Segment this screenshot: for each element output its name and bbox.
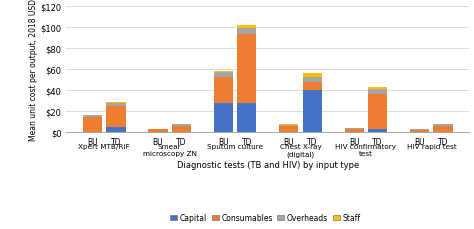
Text: BU: BU bbox=[87, 137, 98, 146]
Bar bbox=[279, 124, 299, 125]
Text: TD: TD bbox=[111, 137, 121, 146]
Bar bbox=[410, 130, 429, 133]
Text: BU: BU bbox=[283, 137, 294, 146]
Text: TD: TD bbox=[373, 137, 383, 146]
Bar bbox=[279, 127, 299, 132]
Bar bbox=[237, 29, 256, 35]
Y-axis label: Mean unit cost per output, 2018 USD: Mean unit cost per output, 2018 USD bbox=[28, 0, 37, 141]
Text: TD: TD bbox=[242, 137, 252, 146]
Bar bbox=[214, 71, 233, 73]
Text: BU: BU bbox=[414, 137, 425, 146]
Bar bbox=[214, 104, 233, 133]
Bar bbox=[172, 125, 191, 126]
Bar bbox=[106, 128, 126, 133]
Bar bbox=[302, 91, 322, 133]
Bar bbox=[368, 95, 387, 129]
Bar bbox=[148, 129, 168, 130]
Bar bbox=[83, 115, 102, 116]
Bar bbox=[148, 130, 168, 133]
Bar bbox=[106, 106, 126, 128]
Bar bbox=[106, 103, 126, 104]
Text: Sputum culture: Sputum culture bbox=[207, 143, 263, 149]
Text: Xpert MTB/RIF: Xpert MTB/RIF bbox=[78, 143, 130, 149]
Bar bbox=[214, 77, 233, 104]
Bar bbox=[83, 132, 102, 133]
Bar bbox=[302, 82, 322, 91]
Bar bbox=[237, 104, 256, 133]
Bar bbox=[279, 132, 299, 133]
Bar bbox=[237, 35, 256, 104]
Bar bbox=[433, 125, 453, 126]
Bar bbox=[433, 124, 453, 125]
Bar bbox=[172, 126, 191, 132]
Text: TD: TD bbox=[176, 137, 187, 146]
Text: TD: TD bbox=[438, 137, 448, 146]
Bar bbox=[172, 132, 191, 133]
Bar bbox=[214, 73, 233, 77]
Text: Diagnostic tests (TB and HIV) by input type: Diagnostic tests (TB and HIV) by input t… bbox=[177, 160, 359, 169]
Legend: Capital, Consumables, Overheads, Staff: Capital, Consumables, Overheads, Staff bbox=[167, 210, 364, 225]
Text: BU: BU bbox=[218, 137, 228, 146]
Bar bbox=[83, 117, 102, 132]
Text: Chest X-ray
(digital): Chest X-ray (digital) bbox=[280, 143, 321, 157]
Text: HIV confirmatory
test: HIV confirmatory test bbox=[336, 143, 396, 157]
Text: BU: BU bbox=[153, 137, 163, 146]
Text: TD: TD bbox=[307, 137, 318, 146]
Bar bbox=[172, 124, 191, 125]
Bar bbox=[345, 129, 364, 133]
Bar bbox=[368, 129, 387, 133]
Text: BU: BU bbox=[349, 137, 360, 146]
Bar bbox=[83, 116, 102, 117]
Bar bbox=[237, 26, 256, 29]
Bar bbox=[368, 89, 387, 95]
Text: HIV rapid test: HIV rapid test bbox=[407, 143, 456, 149]
Bar bbox=[279, 125, 299, 127]
Bar bbox=[302, 78, 322, 82]
Bar bbox=[433, 126, 453, 132]
Text: Smear
microscopy ZN: Smear microscopy ZN bbox=[143, 143, 197, 157]
Bar bbox=[302, 74, 322, 78]
Bar bbox=[433, 132, 453, 133]
Bar bbox=[368, 87, 387, 89]
Bar bbox=[106, 104, 126, 106]
